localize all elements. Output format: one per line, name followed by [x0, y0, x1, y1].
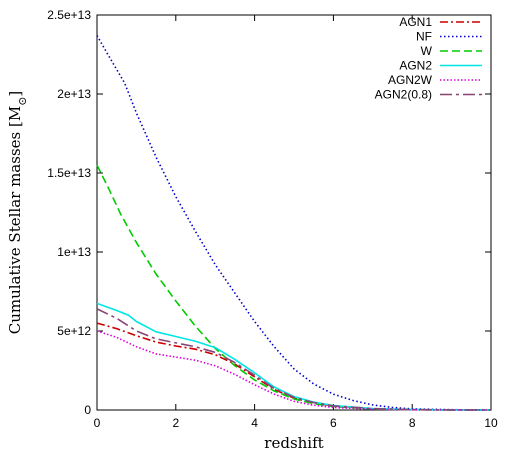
y-tick-label: 1e+13	[57, 245, 91, 259]
x-tick-label: 10	[484, 416, 498, 430]
series-lines	[96, 35, 492, 411]
y-tick-label: 0	[84, 403, 91, 417]
legend-label: AGN1	[399, 15, 432, 29]
y-tick-label: 5e+12	[57, 324, 91, 338]
legend-label: AGN2(0.8)	[375, 88, 432, 102]
legend-label: AGN2	[399, 59, 432, 73]
series-line-agn2-0-8	[96, 308, 492, 411]
plot-frame	[96, 14, 492, 411]
legend-label: AGN2W	[388, 73, 433, 87]
series-line-agn2w	[96, 330, 492, 411]
plot-border	[96, 14, 492, 411]
y-axis-title-close: ]	[6, 91, 24, 97]
y-tick-label: 2e+13	[57, 87, 91, 101]
axis-ticks	[96, 14, 492, 411]
legend-label: W	[421, 44, 433, 58]
y-axis-title-main: Cumulative Stellar masses [M	[6, 106, 24, 334]
y-axis-title: Cumulative Stellar masses [M⊙]	[6, 91, 29, 335]
x-tick-label: 0	[94, 416, 101, 430]
axis-tick-labels: 0 2 4 6 8 10 0 5e+12 1e+13 1.5e+13 2e+13 2.5e+13	[47, 8, 498, 430]
y-tick-label: 2.5e+13	[47, 8, 91, 22]
series-line-nf	[96, 35, 492, 411]
x-tick-label: 8	[409, 416, 416, 430]
x-tick-label: 2	[172, 416, 179, 430]
series-line-agn2	[96, 302, 492, 411]
y-tick-label: 1.5e+13	[47, 166, 91, 180]
x-axis-title: redshift	[264, 434, 323, 452]
x-tick-label: 6	[330, 416, 337, 430]
series-line-w	[96, 164, 492, 411]
y-axis-title-sub: ⊙	[16, 97, 29, 106]
legend-label: NF	[416, 30, 432, 44]
x-tick-label: 4	[251, 416, 258, 430]
